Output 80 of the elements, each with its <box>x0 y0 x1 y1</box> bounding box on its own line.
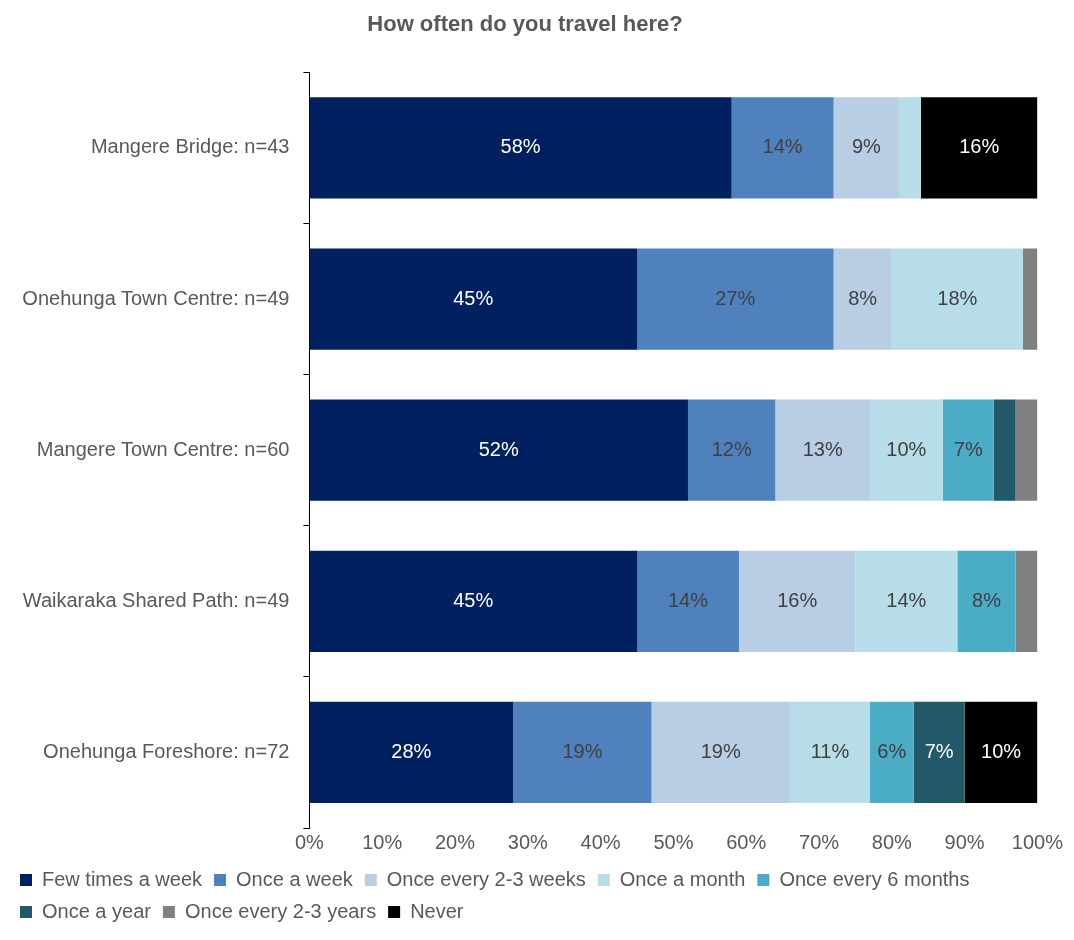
bar <box>993 399 1016 501</box>
bar <box>899 97 921 199</box>
data-label: 13% <box>802 437 843 460</box>
bar <box>855 550 958 652</box>
data-label: 18% <box>937 286 978 309</box>
legend-label: Once a week <box>236 867 354 890</box>
bar <box>1015 399 1038 501</box>
y-tick-label: Waikaraka Shared Path: n=49 <box>22 588 290 611</box>
bar <box>964 701 1038 804</box>
bar <box>309 701 514 804</box>
data-label: 16% <box>777 588 818 611</box>
x-tick-label: 70% <box>799 830 840 853</box>
y-tick-label: Onehunga Foreshore: n=72 <box>43 739 290 762</box>
data-label: 28% <box>391 739 432 762</box>
x-tick-label: 100% <box>1011 830 1064 853</box>
data-label: 16% <box>959 135 1000 158</box>
legend-label: Few times a week <box>42 867 204 890</box>
bar <box>891 248 1023 350</box>
data-label: 19% <box>562 739 603 762</box>
data-label: 10% <box>886 437 927 460</box>
bar <box>637 550 739 652</box>
bar <box>687 399 776 501</box>
legend-label: Once a month <box>619 867 746 890</box>
bar <box>651 701 790 804</box>
bar <box>789 701 870 804</box>
bar <box>637 248 834 350</box>
data-label: 6% <box>877 739 907 762</box>
x-tick-label: 50% <box>653 830 694 853</box>
bar <box>833 97 900 199</box>
x-tick-label: 30% <box>507 830 549 853</box>
data-label: 14% <box>667 588 709 611</box>
x-tick-label: 40% <box>580 830 621 853</box>
bar <box>957 550 1016 652</box>
bar <box>731 97 834 199</box>
data-label: 14% <box>762 135 803 158</box>
data-label: 11% <box>810 739 850 762</box>
bar <box>309 248 638 350</box>
legend-label: Once a year <box>42 899 152 922</box>
data-label: 14% <box>886 588 927 611</box>
bar <box>738 550 856 652</box>
x-tick-label: 90% <box>944 830 985 853</box>
bar <box>942 399 994 501</box>
y-tick-label: Mangere Town Centre: n=60 <box>36 437 290 460</box>
x-tick-label: 0% <box>294 830 325 853</box>
data-label: 12% <box>711 437 752 460</box>
bar <box>869 701 914 804</box>
x-tick-label: 10% <box>362 830 403 853</box>
x-tick-label: 60% <box>726 830 767 853</box>
legend-label: Once every 2-3 years <box>184 899 377 922</box>
bar <box>869 399 943 501</box>
legend-label: Once every 2-3 weeks <box>386 867 586 890</box>
data-label: 58% <box>500 135 541 158</box>
bar <box>309 399 688 501</box>
bar <box>309 550 638 652</box>
bar <box>913 701 965 804</box>
data-label: 45% <box>453 588 494 611</box>
bar <box>775 399 870 501</box>
data-label: 19% <box>700 739 741 762</box>
legend-label: Never <box>410 899 464 922</box>
x-tick-label: 20% <box>435 830 476 853</box>
data-label: 27% <box>715 286 756 309</box>
bar <box>920 97 1038 199</box>
y-tick-label: Mangere Bridge: n=43 <box>90 135 290 158</box>
data-label: 10% <box>981 739 1022 762</box>
data-label: 8% <box>848 286 878 309</box>
bar <box>309 97 732 199</box>
x-tick-label: 80% <box>871 830 913 853</box>
bar <box>513 701 652 804</box>
chart-title: How often do you travel here? <box>367 11 683 37</box>
data-label: 7% <box>924 739 954 762</box>
legend-label: Once every 6 months <box>779 867 970 890</box>
bar <box>1022 248 1038 350</box>
data-label: 45% <box>453 286 494 309</box>
data-label: 52% <box>478 437 519 460</box>
data-label: 8% <box>972 588 1002 611</box>
y-tick-label: Onehunga Town Centre: n=49 <box>22 286 290 309</box>
bar <box>833 248 892 350</box>
data-label: 7% <box>953 437 983 460</box>
data-label: 9% <box>851 135 882 158</box>
bar <box>1015 550 1038 652</box>
